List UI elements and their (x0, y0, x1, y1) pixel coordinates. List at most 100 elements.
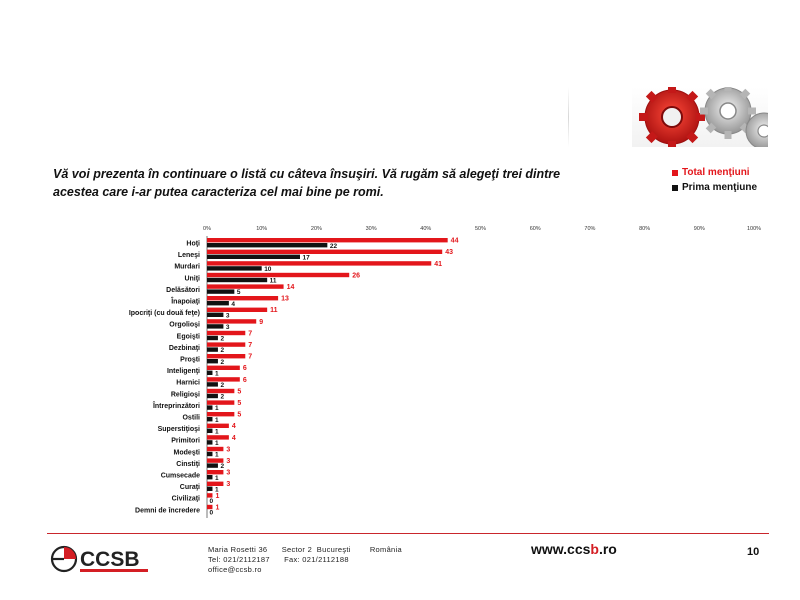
data-label-prima: 10 (264, 266, 272, 273)
category-label: Superstiţioşi (158, 426, 200, 433)
bar-total (207, 470, 224, 475)
data-label-total: 1 (215, 504, 219, 511)
footer-address: Maria Rosetti 36 Sector 2 Bucureşti Româ… (208, 545, 402, 575)
legend-swatch-prima (672, 184, 678, 191)
category-label: Înapoiaţi (170, 297, 200, 306)
bar-prima (207, 335, 218, 341)
bar-prima (207, 312, 224, 317)
data-label-total: 3 (226, 458, 230, 465)
x-tick-label: 30% (366, 226, 377, 232)
address-line-1: Maria Rosetti 36 Sector 2 Bucureşti Româ… (208, 545, 402, 554)
bar-total (207, 481, 224, 486)
x-tick-label: 10% (256, 226, 267, 232)
data-label-prima: 4 (231, 301, 235, 308)
x-tick-label: 20% (311, 226, 322, 232)
data-label-prima: 2 (220, 347, 224, 354)
bar-total (207, 307, 268, 312)
category-label: Cinstiţi (176, 461, 200, 468)
x-tick-label: 80% (639, 226, 650, 232)
bar-total (207, 400, 235, 405)
bar-prima (207, 405, 213, 410)
bar-total (207, 342, 246, 347)
data-label-prima: 11 (270, 278, 277, 285)
bar-prima (207, 359, 218, 364)
data-label-prima: 1 (215, 428, 219, 435)
bar-prima (207, 254, 300, 259)
data-label-total: 44 (451, 238, 459, 245)
data-label-prima: 1 (215, 452, 219, 459)
x-tick-label: 60% (530, 226, 541, 232)
website-link[interactable]: www.ccsb.ro (531, 541, 617, 557)
bar-total (207, 435, 229, 440)
legend-prima: Prima menţiune (672, 180, 757, 195)
ccsb-logo: CCSB (50, 543, 160, 575)
bar-prima (207, 324, 224, 329)
category-label: Curaţi (180, 484, 200, 491)
bar-total (207, 296, 279, 301)
data-label-total: 3 (226, 470, 230, 477)
data-label-total: 5 (237, 412, 241, 419)
data-label-total: 4 (232, 423, 236, 430)
bar-total (207, 284, 284, 289)
bar-prima (207, 475, 213, 480)
category-label: Întreprinzători (152, 401, 200, 410)
bar-total (207, 330, 246, 336)
data-label-prima: 1 (215, 417, 219, 424)
bar-total (207, 412, 235, 417)
bar-total (207, 319, 257, 324)
bar-total (207, 493, 213, 498)
bar-total (207, 423, 229, 428)
website-prefix: www.ccs (531, 541, 591, 557)
data-label-prima: 1 (215, 475, 219, 482)
data-label-prima: 22 (330, 243, 338, 250)
category-label: Cumsecade (161, 473, 200, 480)
data-label-prima: 17 (302, 254, 310, 261)
bar-total (207, 272, 350, 278)
data-label-prima: 0 (210, 498, 214, 505)
bar-total (207, 388, 235, 394)
website-accent: b (590, 541, 599, 557)
logo-text: CCSB (80, 548, 140, 571)
bar-total (207, 365, 240, 370)
category-label: Proşti (180, 357, 200, 364)
data-label-prima: 5 (237, 289, 241, 296)
data-label-prima: 3 (226, 312, 230, 319)
bar-chart: 0% 10% 20% 30% 40% 50% 60% 70% 80% 90% 100%Hoţi 442… (129, 226, 761, 518)
address-line-3: office@ccsb.ro (208, 565, 262, 574)
data-label-prima: 3 (226, 324, 230, 331)
category-label: Murdari (174, 264, 200, 271)
legend-label-total: Total menţiuni (682, 167, 750, 178)
data-label-prima: 2 (220, 394, 224, 401)
category-label: Uniţi (184, 275, 200, 282)
question-text: Vă voi prezenta în continuare o listă cu… (53, 167, 561, 199)
x-tick-label: 90% (694, 226, 705, 232)
data-label-total: 7 (248, 354, 252, 361)
data-label-prima: 1 (215, 486, 219, 493)
category-label: Ostili (182, 415, 200, 422)
gears-image (632, 87, 768, 147)
x-tick-label: 100% (747, 226, 761, 232)
data-label-total: 43 (445, 249, 453, 256)
bar-prima (207, 451, 213, 457)
bar-prima (207, 347, 218, 352)
category-label: Civilizaţi (172, 496, 200, 503)
category-label: Religioşi (171, 391, 200, 398)
bar-prima (207, 243, 328, 248)
category-label: Leneşi (178, 252, 200, 259)
website-suffix: .ro (598, 541, 617, 557)
data-label-prima: 0 (210, 510, 214, 517)
legend-total: Total menţiuni (672, 165, 757, 180)
category-label: Primitori (171, 438, 200, 445)
chart-legend: Total menţiuni Prima menţiune (672, 165, 757, 195)
category-label: Ipocriţi (cu două feţe) (129, 310, 200, 317)
data-label-total: 5 (237, 388, 241, 395)
bar-total (207, 261, 432, 266)
data-label-prima: 2 (220, 359, 224, 366)
data-label-total: 9 (259, 319, 263, 326)
data-label-total: 1 (215, 493, 219, 500)
legend-swatch-total (672, 169, 678, 176)
bar-prima (207, 417, 213, 422)
data-label-total: 41 (434, 261, 442, 268)
header-separator (568, 87, 569, 147)
data-label-prima: 2 (220, 382, 224, 389)
